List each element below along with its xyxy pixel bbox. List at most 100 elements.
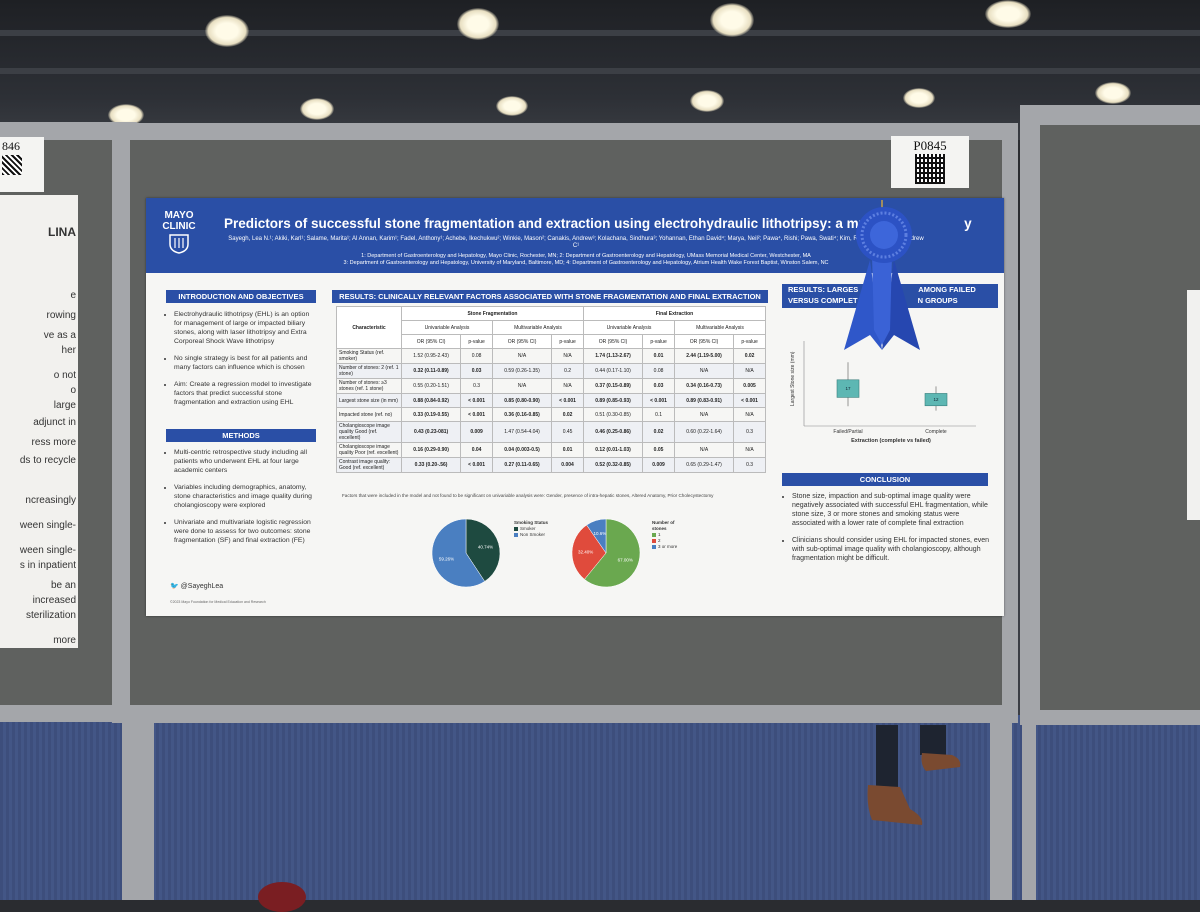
table-footnote: Factors that were included in the model … <box>342 493 714 498</box>
table-cell: 0.2 <box>551 363 584 379</box>
table-body: Smoking Status (ref. smoker) 1.52 (0.95-2… <box>336 348 766 473</box>
table-header-stone-fragmentation: Stone Fragmentation <box>401 306 584 321</box>
table-cell: 0.89 (0.85-0.93) <box>582 393 644 408</box>
table-cell: 0.27 (0.11-0.65) <box>491 457 553 473</box>
table-cell: 0.009 <box>460 421 493 443</box>
table-subheader: Multivariable Analysis <box>673 320 767 335</box>
qr-code-icon <box>915 154 945 184</box>
table-cell: N/A <box>551 378 584 394</box>
poster-number-text: P0845 <box>913 138 947 153</box>
table-cell: 0.59 (0.26-1.35) <box>491 363 553 379</box>
left-poster-fragment: ds to recycle <box>19 455 76 466</box>
table-row: Smoking Status (ref. smoker) 1.52 (0.95-2… <box>336 348 766 364</box>
table-row-label: Number of stones: ≥3 stones (ref. 1 ston… <box>336 378 402 394</box>
ceiling-beam <box>0 68 1200 74</box>
poster-authors: Sayegh, Lea N.¹; Akiki, Karl¹; Salame, M… <box>228 236 924 249</box>
table-cell: 0.88 (0.84-0.92) <box>400 393 462 408</box>
table-col-or: OR (95% CI) <box>400 334 462 349</box>
table-cell: 0.02 <box>551 407 584 422</box>
boxplot-heading-text: N GROUPS <box>917 296 958 305</box>
table-header-final-extraction: Final Extraction <box>582 306 767 321</box>
table-cell: 0.3 <box>733 457 766 473</box>
ceiling-light <box>496 96 528 116</box>
table-cell: 0.60 (0.22-1.64) <box>673 421 735 443</box>
ceiling-light <box>690 90 724 112</box>
table-row-label: Smoking Status (ref. smoker) <box>336 348 402 364</box>
left-poster-tag-text: 846 <box>2 139 20 153</box>
methods-bullet: Variables including demographics, anatom… <box>174 483 319 510</box>
stones-pie-slice <box>586 518 607 554</box>
table-cell: 1.74 (1.13-2.67) <box>582 348 644 364</box>
table-cell: 0.51 (0.30-0.85) <box>582 407 644 422</box>
table-cell: 0.36 (0.16-0.85) <box>491 407 553 422</box>
table-cell: N/A <box>491 348 553 364</box>
methods-heading: METHODS <box>166 429 316 442</box>
table-subheader: Univariable Analysis <box>582 320 675 335</box>
legend-label: Smoker <box>520 526 536 531</box>
boxplot-category: Complete <box>925 429 947 435</box>
table-cell: 0.89 (0.83-0.91) <box>673 393 735 408</box>
qr-code-icon <box>2 155 22 175</box>
board-leg <box>1022 720 1036 900</box>
person-legs <box>867 725 961 825</box>
methods-section: Multi-centric retrospective study includ… <box>164 448 319 553</box>
table-col-or: OR (95% CI) <box>673 334 735 349</box>
table-row-label: Impacted stone (ref. no) <box>336 407 402 422</box>
table-cell: 0.34 (0.16-0.73) <box>673 378 735 394</box>
table-cell: N/A <box>673 363 735 379</box>
left-poster-fragment: large <box>53 400 76 411</box>
table-cell: 0.46 (0.25-0.86) <box>582 421 644 443</box>
stones-pie-slice-label: 32.40% <box>578 550 593 555</box>
right-board <box>1040 125 1200 710</box>
legend-item: Smoker <box>514 526 548 532</box>
table-col-p: p-value <box>642 334 675 349</box>
stones-pie-chart: 67.00% 32.40% 10.6% <box>571 518 641 588</box>
table-cell: 0.65 (0.29-1.47) <box>673 457 735 473</box>
stones-pie-slice <box>571 524 607 580</box>
table-cell: 0.005 <box>733 378 766 394</box>
legend-label: Non Smoker <box>520 532 546 537</box>
stones-pie-slice-label: 10.6% <box>594 531 607 536</box>
legend-label: 1 <box>658 532 661 537</box>
left-poster-text: LINA e rowing ve as a her o not o large adjunct … <box>0 195 78 648</box>
ceiling-light <box>710 3 754 37</box>
table-cell: 0.32 (0.11-0.89) <box>400 363 462 379</box>
table-cell: 0.01 <box>551 442 584 458</box>
intro-heading: INTRODUCTION AND OBJECTIVES <box>166 290 316 303</box>
table-cell: 0.03 <box>642 378 675 394</box>
table-cell: < 0.001 <box>551 393 584 408</box>
table-row: Contrast image quality: Good (ref. excel… <box>336 457 766 473</box>
ceiling-light <box>300 98 334 120</box>
right-poster-edge <box>1187 290 1200 520</box>
table-subheader: Univariable Analysis <box>401 320 493 335</box>
left-poster: LINA e rowing ve as a her o not o large adjunct … <box>0 195 78 648</box>
table-col-or: OR (95% CI) <box>491 334 553 349</box>
table-cell: N/A <box>733 442 766 458</box>
legend-swatch <box>514 532 518 537</box>
boxplot-xlabel: Extraction (complete vs failed) <box>851 438 931 444</box>
table-cell: 0.85 (0.80-0.90) <box>491 393 553 408</box>
table-cell: N/A <box>673 442 735 458</box>
boxplot-heading-text: RESULTS: LARGES <box>788 285 859 294</box>
left-poster-fragment: ncreasingly <box>25 495 76 506</box>
research-poster: MAYO CLINIC Predictors of successful sto… <box>146 198 1004 616</box>
poster-number-tag: P0845 <box>891 136 969 188</box>
left-poster-fragment: her <box>61 345 76 356</box>
table-col-p: p-value <box>460 334 493 349</box>
table-cell: 2.44 (1.19-5.00) <box>673 348 735 364</box>
conclusion-bullet: Clinicians should consider using EHL for… <box>792 536 990 563</box>
intro-bullet: Aim: Create a regression model to invest… <box>174 380 319 407</box>
left-poster-fragment: o <box>70 385 76 396</box>
table-cell: 0.009 <box>642 457 675 473</box>
twitter-handle: 🐦 @SayeghLea <box>170 582 223 590</box>
stones-pie-slice-label: 67.00% <box>618 557 633 562</box>
poster-title: Predictors of successful stone fragmenta… <box>224 216 972 231</box>
smoking-pie-slice-label: 59.26% <box>439 556 454 561</box>
poster-title-tail: y <box>964 216 972 231</box>
table-cell: N/A <box>551 348 584 364</box>
carpet-floor <box>0 715 1200 900</box>
table-row: Number of stones: ≥3 stones (ref. 1 ston… <box>336 378 766 394</box>
twitter-icon: 🐦 <box>170 583 179 590</box>
table-cell: 0.37 (0.15-0.89) <box>582 378 644 394</box>
table-cell: N/A <box>673 407 735 422</box>
